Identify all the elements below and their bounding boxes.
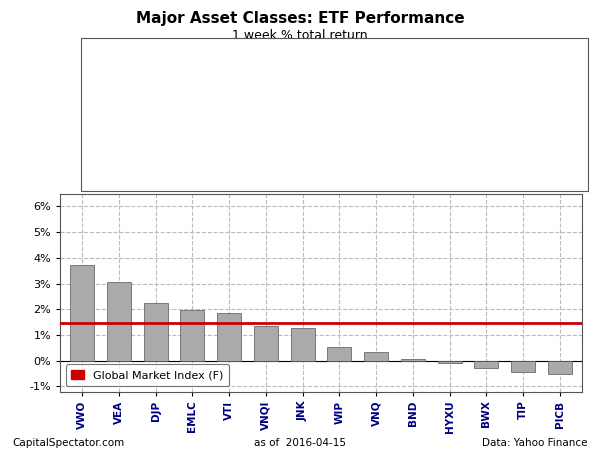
- Text: Foreign Stocks Devlp'd Mkts (VEA): Foreign Stocks Devlp'd Mkts (VEA): [90, 66, 253, 75]
- Text: Data: Yahoo Finance: Data: Yahoo Finance: [482, 438, 588, 448]
- Bar: [364, 352, 388, 360]
- Text: US Stocks (VTI): US Stocks (VTI): [90, 124, 163, 133]
- Text: US REITs (VNQ): US REITs (VNQ): [329, 66, 401, 75]
- Bar: [70, 265, 94, 360]
- Bar: [107, 282, 131, 360]
- Text: Commodities (DJP): Commodities (DJP): [90, 86, 179, 94]
- Bar: [438, 360, 461, 363]
- Text: Foreign REITs (VNQI): Foreign REITs (VNQI): [90, 143, 187, 152]
- Text: US TIPS (TIP): US TIPS (TIP): [329, 143, 391, 152]
- Bar: [217, 313, 241, 360]
- Bar: [548, 360, 572, 374]
- Text: Foreign Invest-Grade Corp Bonds (PICB): Foreign Invest-Grade Corp Bonds (PICB): [329, 162, 518, 171]
- Bar: [401, 359, 425, 360]
- Bar: [328, 346, 352, 360]
- Text: Major Asset Classes: ETF Performance: Major Asset Classes: ETF Performance: [136, 11, 464, 26]
- Text: US Junk Bonds (JNK): US Junk Bonds (JNK): [90, 162, 185, 171]
- Text: 1 week % total return: 1 week % total return: [232, 29, 368, 42]
- Text: Foreign Devlp'd Mkt Gov't Bonds (BWX): Foreign Devlp'd Mkt Gov't Bonds (BWX): [329, 124, 516, 133]
- Text: as of  2016-04-15: as of 2016-04-15: [254, 438, 346, 448]
- Text: US Bonds (BND): US Bonds (BND): [329, 86, 406, 94]
- Bar: [511, 360, 535, 372]
- Text: Foreign Gov't Inflation-Linked Bonds (WIP): Foreign Gov't Inflation-Linked Bonds (WI…: [329, 47, 529, 56]
- Legend: Global Market Index (F): Global Market Index (F): [65, 364, 229, 386]
- Text: Emg Mkt Stocks (VWO): Emg Mkt Stocks (VWO): [90, 47, 199, 56]
- Bar: [290, 328, 314, 360]
- Bar: [254, 326, 278, 360]
- Bar: [143, 303, 167, 360]
- Bar: [475, 360, 499, 369]
- Text: Emg Mkt Gov't Bonds (EMLC): Emg Mkt Gov't Bonds (EMLC): [90, 104, 228, 113]
- Bar: [181, 310, 204, 360]
- Text: CapitalSpectator.com: CapitalSpectator.com: [12, 438, 124, 448]
- Text: Foreign Junk Bonds (HYXU): Foreign Junk Bonds (HYXU): [329, 104, 457, 113]
